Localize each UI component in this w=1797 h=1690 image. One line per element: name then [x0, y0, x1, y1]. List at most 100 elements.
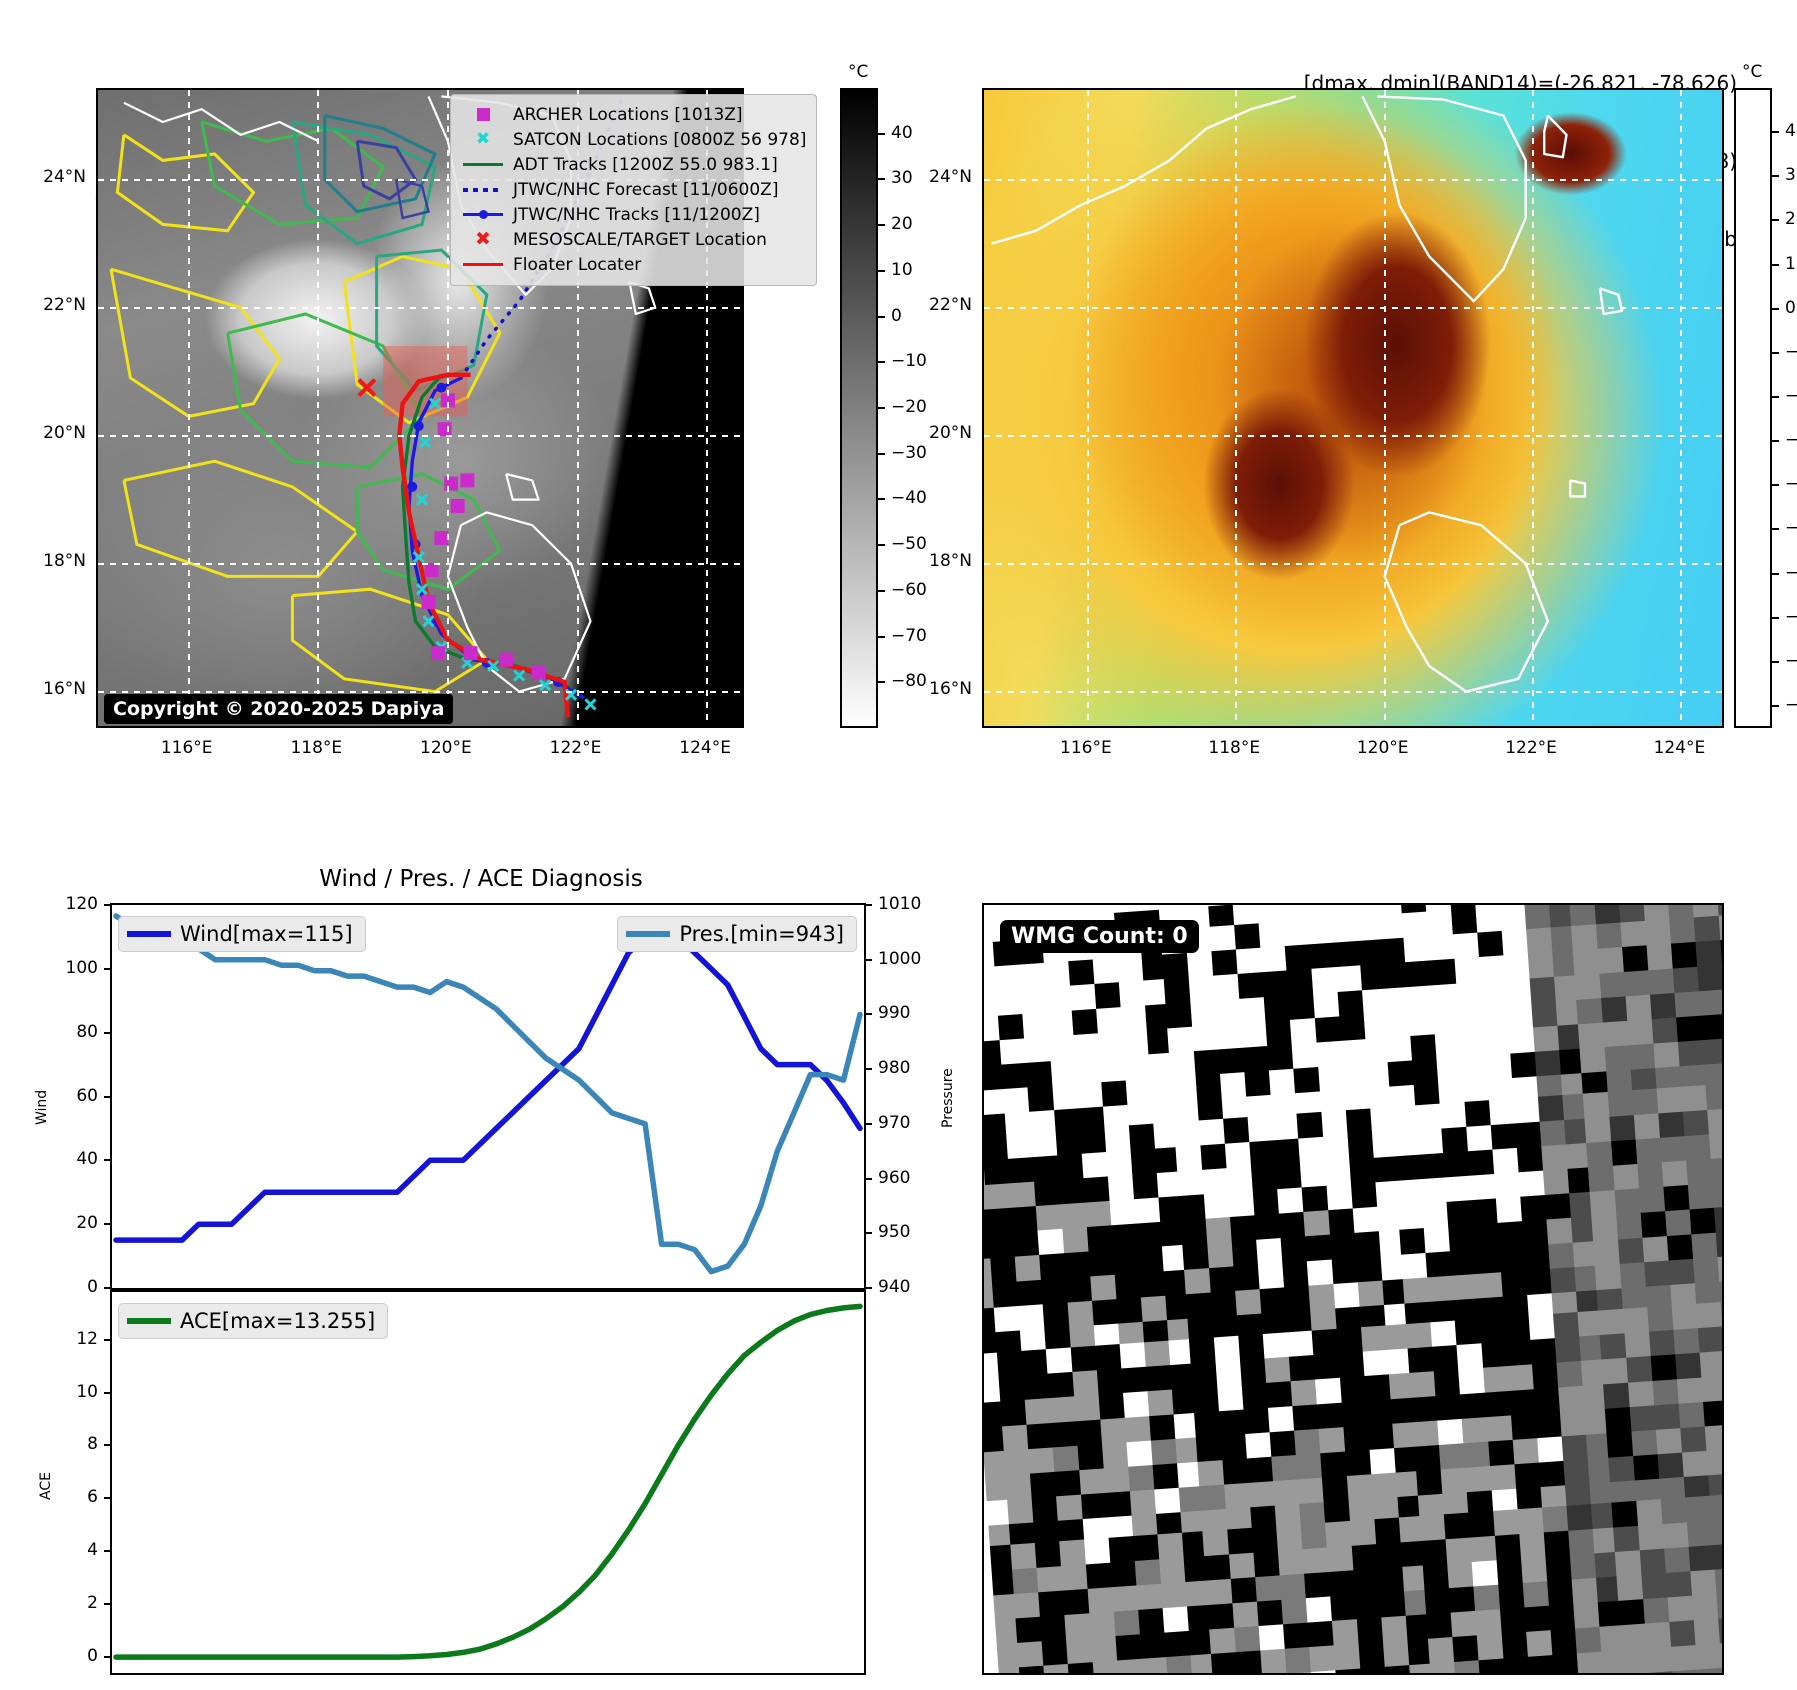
wmg-count-badge: WMG Count: 0: [1000, 920, 1199, 953]
legend-item-adt-tracks: ADT Tracks [1200Z 55.0 983.1]: [461, 152, 806, 177]
y-tick-label: 100: [65, 957, 98, 978]
grid-line-horizontal: [984, 306, 1722, 309]
y-tick-mark: [104, 1444, 112, 1447]
colorbar-tick-label: 40: [891, 122, 913, 143]
grid-line-horizontal: [98, 306, 742, 309]
colorbar-tickmark: [1772, 395, 1779, 398]
awv-colorbar-title: °C: [1742, 62, 1763, 82]
colorbar-tickmark: [878, 269, 885, 272]
wmg-map[interactable]: [982, 903, 1724, 1675]
y-tick-mark-right: [864, 1122, 872, 1125]
colorbar-tick-label: 0: [891, 305, 902, 326]
x-tick-label: 120°E: [420, 738, 472, 758]
x-tick-label: 120°E: [1356, 738, 1409, 758]
grid-line-vertical: [1680, 90, 1683, 726]
y-tick-mark: [104, 967, 112, 970]
y-tick-mark: [104, 1287, 112, 1289]
colorbar-tick-label: 30: [891, 168, 913, 189]
y-tick-mark-right: [864, 1068, 872, 1071]
grid-line-vertical: [1235, 90, 1238, 726]
ir-colorbar: [840, 88, 878, 728]
colorbar-tickmark: [878, 224, 885, 227]
colorbar-tickmark: [878, 589, 885, 592]
awv-colorbar: [1734, 88, 1772, 728]
colorbar-tickmark: [1772, 660, 1779, 663]
legend-label: ARCHER Locations [1013Z]: [513, 104, 743, 125]
y-tick-label-right: 960: [878, 1167, 911, 1188]
grid-line-vertical: [706, 90, 709, 726]
colorbar-tickmark: [878, 544, 885, 547]
x-tick-label: 124°E: [1653, 738, 1706, 758]
y-tick-mark: [104, 1603, 112, 1606]
legend-label: JTWC/NHC Tracks [11/1200Z]: [513, 204, 760, 225]
colorbar-tickmark: [1772, 175, 1779, 178]
y-tick-label: 10: [76, 1381, 98, 1402]
x-tick-label: 118°E: [1208, 738, 1261, 758]
legend-label: MESOSCALE/TARGET Location: [513, 229, 767, 250]
colorbar-tickmark: [1772, 528, 1779, 531]
awv-satellite-map[interactable]: [982, 88, 1724, 728]
y-tick-label: 6: [87, 1487, 98, 1508]
grid-line-horizontal: [98, 690, 742, 693]
y-tick-mark: [104, 1031, 112, 1034]
x-tick-label: 116°E: [160, 738, 213, 758]
legend-label: Floater Locater: [513, 254, 642, 275]
y-tick-label: 12: [76, 1328, 98, 1349]
colorbar-tickmark: [878, 635, 885, 638]
y-tick-label-right: 940: [878, 1277, 911, 1297]
colorbar-tick-label: −70: [891, 625, 927, 646]
y-tick-label-right: 980: [878, 1058, 911, 1079]
colorbar-tick-label: 10: [1785, 253, 1797, 274]
colorbar-tick-label: −40: [891, 488, 927, 509]
grid-line-horizontal: [984, 690, 1722, 693]
y-tick-label: 0: [87, 1646, 98, 1667]
y-tick-label: 20°N: [43, 422, 86, 443]
y-tick-mark: [104, 1159, 112, 1162]
grid-line-horizontal: [984, 178, 1722, 181]
red-line-icon: [461, 263, 505, 266]
pressure-swatch: [626, 931, 671, 937]
colorbar-tick-label: −20: [891, 397, 927, 417]
y-tick-label: 80: [76, 1021, 98, 1042]
legend-item-floater: Floater Locater: [461, 252, 806, 277]
colorbar-tick-label: −30: [891, 442, 927, 463]
colorbar-tick-label: −40: [1785, 474, 1797, 495]
y-tick-label: 8: [87, 1434, 98, 1455]
colorbar-tick-label: −90: [1785, 694, 1797, 715]
map-legend: ARCHER Locations [1013Z] ✖ SATCON Locati…: [450, 94, 818, 286]
chart-title: Wind / Pres. / ACE Diagnosis: [319, 866, 643, 892]
colorbar-tickmark: [1772, 484, 1779, 487]
colorbar-tickmark: [1772, 351, 1779, 354]
y-tick-mark: [104, 1497, 112, 1500]
y-tick-label: 120: [65, 894, 98, 914]
y-tick-mark: [104, 1338, 112, 1341]
y-tick-label: 2: [87, 1593, 98, 1614]
colorbar-tick-label: −80: [891, 671, 927, 692]
legend-label: SATCON Locations [0800Z 56 978]: [513, 129, 807, 150]
wind-legend-label: Wind[max=115]: [180, 922, 353, 946]
ace-chart[interactable]: [110, 1290, 866, 1675]
wind-legend: Wind[max=115]: [118, 916, 366, 952]
colorbar-tick-label: −50: [1785, 518, 1797, 539]
colorbar-tick-label: −30: [1785, 430, 1797, 451]
wind-axis-label: Wind: [34, 1089, 50, 1125]
colorbar-tickmark: [1772, 263, 1779, 266]
colorbar-tick-label: −10: [891, 351, 927, 372]
magenta-square-icon: [461, 108, 505, 121]
x-tick-label: 122°E: [1505, 738, 1557, 758]
wind-pressure-chart[interactable]: [110, 903, 866, 1290]
y-tick-mark: [104, 904, 112, 906]
colorbar-tick-label: 40: [1785, 121, 1797, 142]
grid-line-vertical: [576, 90, 579, 726]
ace-legend: ACE[max=13.255]: [118, 1303, 389, 1339]
copyright-badge: Copyright © 2020-2025 Dapiya: [104, 694, 454, 724]
x-tick-label: 116°E: [1060, 738, 1112, 758]
grid-line-horizontal: [984, 434, 1722, 437]
y-tick-mark-right: [864, 904, 872, 906]
legend-item-archer: ARCHER Locations [1013Z]: [461, 102, 806, 127]
y-tick-mark: [104, 1095, 112, 1098]
y-tick-mark-right: [864, 1232, 872, 1235]
y-tick-mark: [104, 1550, 112, 1553]
blue-dotted-line-icon: [461, 187, 505, 192]
legend-item-jtwc-forecast: JTWC/NHC Forecast [11/0600Z]: [461, 177, 806, 202]
